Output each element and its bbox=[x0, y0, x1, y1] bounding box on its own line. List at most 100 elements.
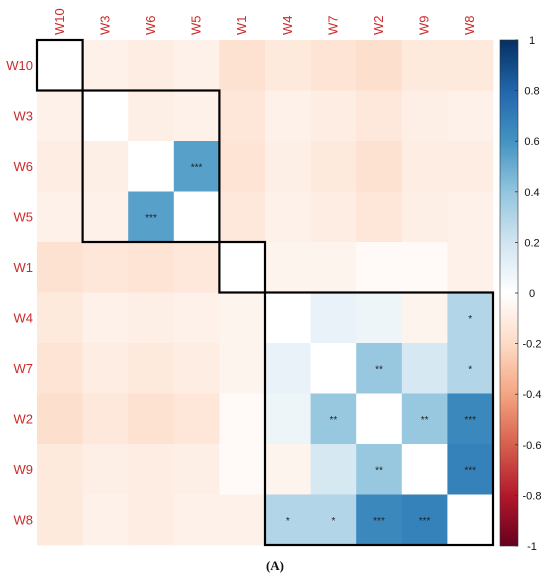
row-label-W5: W5 bbox=[14, 209, 34, 224]
heatmap-cell-W8-W6 bbox=[128, 494, 175, 546]
heatmap-cell-W5-W7 bbox=[310, 191, 357, 243]
row-label-W10: W10 bbox=[6, 58, 33, 73]
row-label-W3: W3 bbox=[14, 108, 34, 123]
heatmap-cell-W3-W6 bbox=[128, 90, 175, 142]
row-labels: W10 W3 W6 W5 W1 W4 W7 W2 W9 W8 bbox=[6, 58, 33, 528]
heatmap-cell-W1-W1 bbox=[219, 242, 266, 293]
significance-mark-W8-W4: * bbox=[286, 516, 290, 527]
row-label-W4: W4 bbox=[14, 310, 34, 325]
significance-mark-W2-W9: ** bbox=[421, 415, 429, 426]
colorbar-tick-label: 0.4 bbox=[524, 187, 539, 199]
heatmap-cell-W6-W9 bbox=[401, 141, 448, 192]
heatmap-cell-W5-W10 bbox=[37, 191, 83, 243]
row-label-W8: W8 bbox=[14, 512, 34, 527]
heatmap-cell-W3-W10 bbox=[37, 90, 83, 142]
column-label-W4: W4 bbox=[280, 16, 295, 36]
cluster-boxes bbox=[35, 38, 495, 547]
heatmap-cell-W9-W9 bbox=[401, 444, 448, 495]
heatmap-cell-W6-W8 bbox=[447, 141, 494, 192]
colorbar-tick-label: 0.6 bbox=[524, 136, 539, 148]
heatmap-cell-W4-W5 bbox=[173, 292, 220, 344]
column-labels: W10 W3 W6 W5 W1 W4 W7 W2 W9 W8 bbox=[52, 8, 477, 35]
heatmap-cell-W6-W10 bbox=[37, 141, 83, 192]
heatmap-cell-W10-W1 bbox=[219, 40, 266, 91]
heatmap-cell-W6-W4 bbox=[265, 141, 311, 192]
significance-mark-W8-W9: *** bbox=[419, 516, 431, 527]
heatmap-cell-W7-W1 bbox=[219, 343, 266, 394]
heatmap-cell-W6-W3 bbox=[82, 141, 129, 192]
row-label-W1: W1 bbox=[14, 260, 34, 275]
heatmap-cell-W3-W5 bbox=[173, 90, 220, 142]
heatmap-cell-W9-W10 bbox=[37, 444, 83, 495]
column-label-W8: W8 bbox=[462, 16, 477, 36]
heatmap-cell-W2-W8 bbox=[447, 393, 494, 445]
colorbar-tick-label: -1 bbox=[527, 541, 537, 553]
heatmap-cell-W7-W9 bbox=[401, 343, 448, 394]
heatmap-cell-W5-W1 bbox=[219, 191, 266, 243]
heatmap-cell-W5-W4 bbox=[265, 191, 311, 243]
column-label-W7: W7 bbox=[325, 16, 340, 36]
row-label-W6: W6 bbox=[14, 159, 34, 174]
significance-mark-W8-W7: * bbox=[331, 516, 335, 527]
heatmap-cell-W5-W2 bbox=[356, 191, 403, 243]
cluster-box-4 bbox=[263, 291, 495, 547]
colorbar-tick-label: 0 bbox=[529, 288, 535, 300]
heatmap-cell-W7-W10 bbox=[37, 343, 83, 394]
heatmap-cell-W4-W6 bbox=[128, 292, 175, 344]
heatmap-cell-W10-W3 bbox=[82, 40, 129, 91]
heatmap-cell-W1-W2 bbox=[356, 242, 403, 293]
heatmap-cell-W3-W9 bbox=[401, 90, 448, 142]
significance-mark-W5-W6: *** bbox=[145, 213, 157, 224]
heatmap-cell-W4-W2 bbox=[356, 292, 403, 344]
heatmap-cell-W2-W3 bbox=[82, 393, 129, 445]
heatmap-cell-W10-W7 bbox=[310, 40, 357, 91]
heatmap-cell-W4-W7 bbox=[310, 292, 357, 344]
significance-mark-W6-W5: *** bbox=[191, 162, 203, 173]
significance-mark-W2-W8: *** bbox=[464, 415, 476, 426]
heatmap-cell-W5-W3 bbox=[82, 191, 129, 243]
heatmap-cell-W6-W1 bbox=[219, 141, 266, 192]
heatmap-cell-W2-W1 bbox=[219, 393, 266, 445]
significance-mark-W9-W8: *** bbox=[464, 465, 476, 476]
column-label-W10: W10 bbox=[52, 8, 67, 35]
heatmap-cell-W4-W1 bbox=[219, 292, 266, 344]
heatmap-cell-W4-W10 bbox=[37, 292, 83, 344]
heatmap-cell-W8-W7 bbox=[310, 494, 357, 546]
heatmap-cell-W7-W2 bbox=[356, 343, 403, 394]
heatmap-cell-W8-W4 bbox=[265, 494, 311, 546]
heatmap-cell-W7-W3 bbox=[82, 343, 129, 394]
heatmap-cell-W8-W8 bbox=[447, 494, 494, 546]
cluster-box-2 bbox=[81, 89, 221, 244]
heatmap-cell-W9-W7 bbox=[310, 444, 357, 495]
heatmap-cell-W7-W6 bbox=[128, 343, 175, 394]
heatmap-cell-W1-W7 bbox=[310, 242, 357, 293]
row-label-W7: W7 bbox=[14, 361, 34, 376]
heatmap-cell-W5-W9 bbox=[401, 191, 448, 243]
heatmap-cell-W8-W1 bbox=[219, 494, 266, 546]
colorbar-tick-label: 0.8 bbox=[524, 86, 539, 98]
significance-mark-W9-W2: ** bbox=[375, 465, 383, 476]
heatmap-cell-W9-W1 bbox=[219, 444, 266, 495]
significance-mark-W4-W8: * bbox=[468, 314, 472, 325]
significance-mark-W7-W2: ** bbox=[375, 364, 383, 375]
heatmap-cell-W6-W5 bbox=[173, 141, 220, 192]
heatmap-cell-W10-W4 bbox=[265, 40, 311, 91]
heatmap-cell-W1-W6 bbox=[128, 242, 175, 293]
heatmap-cell-W2-W7 bbox=[310, 393, 357, 445]
heatmap-cell-W5-W5 bbox=[173, 191, 220, 243]
heatmap-cell-W9-W5 bbox=[173, 444, 220, 495]
heatmap-cell-W9-W8 bbox=[447, 444, 494, 495]
heatmap-cell-W1-W5 bbox=[173, 242, 220, 293]
heatmap-cell-W1-W4 bbox=[265, 242, 311, 293]
heatmap-cell-W6-W7 bbox=[310, 141, 357, 192]
heatmap-cell-W2-W4 bbox=[265, 393, 311, 445]
heatmap-cell-W3-W8 bbox=[447, 90, 494, 142]
significance-mark-W8-W2: *** bbox=[373, 516, 385, 527]
colorbar-tick-label: 0.2 bbox=[524, 237, 539, 249]
heatmap-cell-W4-W9 bbox=[401, 292, 448, 344]
column-label-W6: W6 bbox=[143, 16, 158, 36]
heatmap-cell-W8-W9 bbox=[401, 494, 448, 546]
heatmap-cell-W4-W8 bbox=[447, 292, 494, 344]
heatmap-cell-W6-W2 bbox=[356, 141, 403, 192]
